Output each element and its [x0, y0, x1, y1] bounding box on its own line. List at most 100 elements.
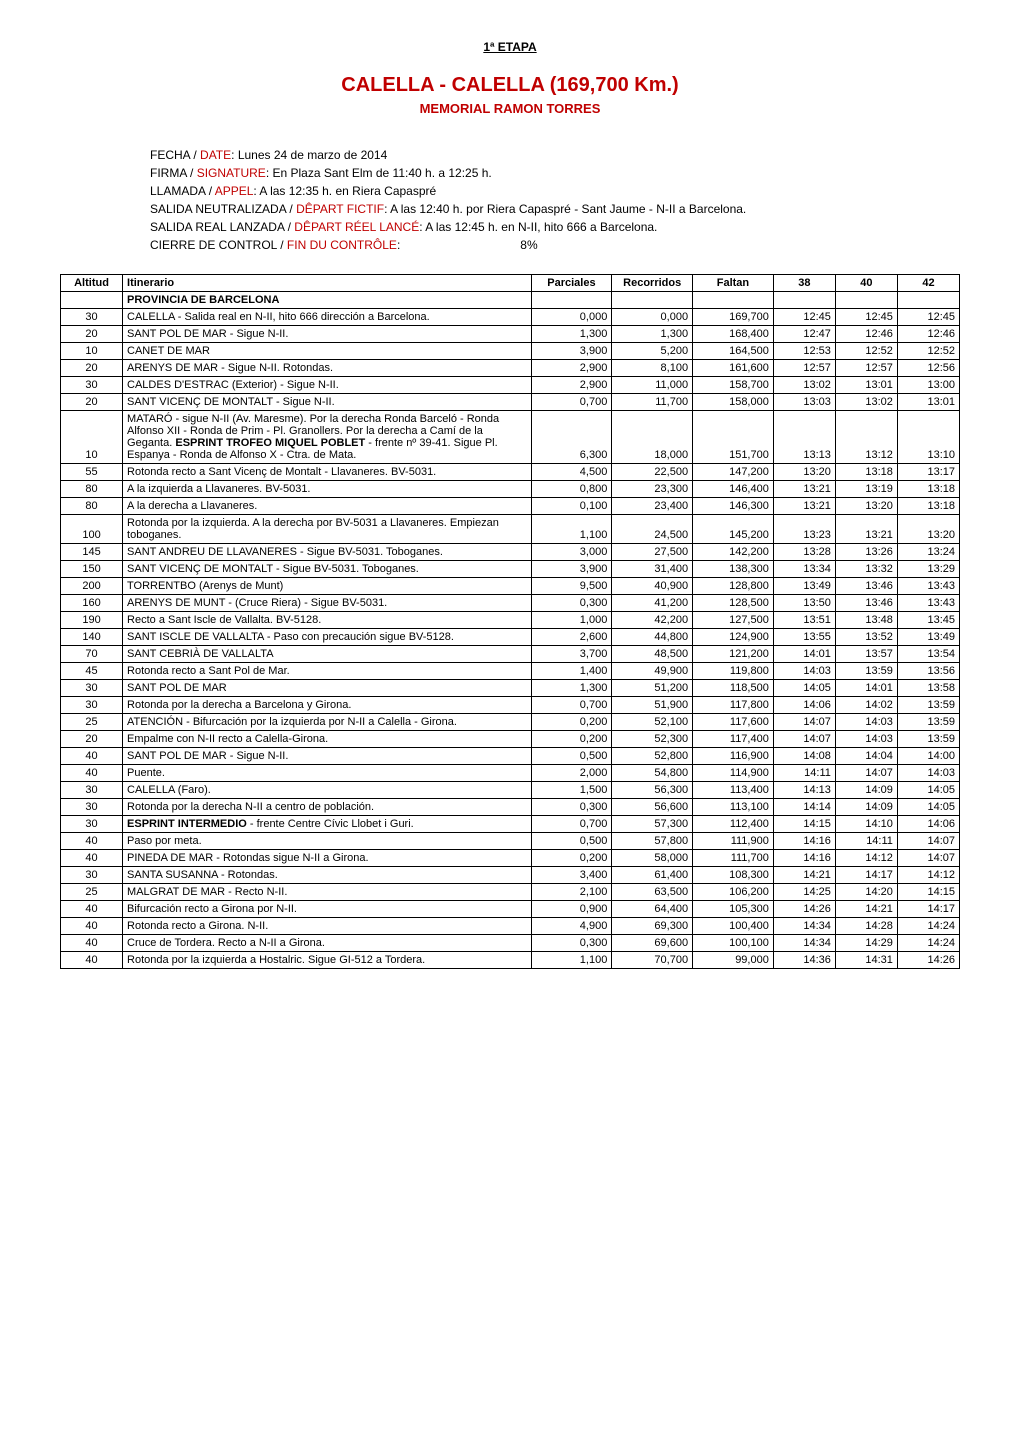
cell-value: 14:07 — [773, 714, 835, 731]
cell-altitud: 40 — [61, 833, 123, 850]
cell-itinerario: Rotonda recto a Sant Vicenç de Montalt -… — [123, 464, 532, 481]
cell-value: 14:09 — [835, 782, 897, 799]
column-header: 42 — [897, 275, 959, 292]
cell-value: 0,200 — [531, 850, 612, 867]
table-row: 40Rotonda por la izquierda a Hostalric. … — [61, 952, 960, 969]
cell-value: 14:11 — [835, 833, 897, 850]
cell-value: 13:50 — [773, 595, 835, 612]
cell-value: 13:59 — [897, 714, 959, 731]
cell-altitud: 140 — [61, 629, 123, 646]
cell-value: 14:20 — [835, 884, 897, 901]
cell-value: 11,700 — [612, 394, 693, 411]
cell-altitud: 40 — [61, 935, 123, 952]
table-header-row: AltitudItinerarioParcialesRecorridosFalt… — [61, 275, 960, 292]
cell-value: 13:29 — [897, 561, 959, 578]
column-header: 38 — [773, 275, 835, 292]
cell-value: 1,100 — [531, 515, 612, 544]
cell-altitud: 80 — [61, 481, 123, 498]
cell-value: 14:16 — [773, 833, 835, 850]
cell-value: 13:02 — [835, 394, 897, 411]
cell-value: 13:51 — [773, 612, 835, 629]
cell-value: 0,200 — [531, 731, 612, 748]
cell-value: 22,500 — [612, 464, 693, 481]
cell-value: 128,500 — [693, 595, 774, 612]
table-row: 100Rotonda por la izquierda. A la derech… — [61, 515, 960, 544]
cell-value: 14:26 — [897, 952, 959, 969]
info-line: CIERRE DE CONTROL / FIN DU CONTRÔLE:8% — [150, 236, 960, 254]
table-row: 45Rotonda recto a Sant Pol de Mar.1,4004… — [61, 663, 960, 680]
cell-value: 0,300 — [531, 595, 612, 612]
cell-itinerario: CALELLA - Salida real en N-II, hito 666 … — [123, 309, 532, 326]
cell-itinerario: Rotonda recto a Girona. N-II. — [123, 918, 532, 935]
cell-value: 161,600 — [693, 360, 774, 377]
cell-value: 13:28 — [773, 544, 835, 561]
cell-value: 13:13 — [773, 411, 835, 464]
cell-value: 1,100 — [531, 952, 612, 969]
table-row: 30ESPRINT INTERMEDIO - frente Centre Cív… — [61, 816, 960, 833]
table-row: 20Empalme con N-II recto a Calella-Giron… — [61, 731, 960, 748]
cell-value: 14:26 — [773, 901, 835, 918]
cell-value: 12:52 — [835, 343, 897, 360]
cell-value: 52,100 — [612, 714, 693, 731]
cell-value: 3,900 — [531, 561, 612, 578]
cell-value: 14:03 — [773, 663, 835, 680]
cell-altitud: 30 — [61, 697, 123, 714]
cell-altitud: 40 — [61, 850, 123, 867]
cell-value: 114,900 — [693, 765, 774, 782]
cell-altitud: 40 — [61, 765, 123, 782]
cell-itinerario: SANT VICENÇ DE MONTALT - Sigue BV-5031. … — [123, 561, 532, 578]
stage-label: 1ª ETAPA — [60, 40, 960, 54]
table-row: 30Rotonda por la derecha a Barcelona y G… — [61, 697, 960, 714]
table-row: 30CALELLA - Salida real en N-II, hito 66… — [61, 309, 960, 326]
cell-value: 41,200 — [612, 595, 693, 612]
cell-value: 13:57 — [835, 646, 897, 663]
cell-value: 64,400 — [612, 901, 693, 918]
cell-itinerario: SANT POL DE MAR — [123, 680, 532, 697]
cell-value: 14:07 — [773, 731, 835, 748]
cell-altitud: 40 — [61, 748, 123, 765]
cell-value: 14:28 — [835, 918, 897, 935]
cell-value: 142,200 — [693, 544, 774, 561]
table-row: 200TORRENTBO (Arenys de Munt)9,50040,900… — [61, 578, 960, 595]
cell-value: 51,200 — [612, 680, 693, 697]
cell-itinerario: Rotonda recto a Sant Pol de Mar. — [123, 663, 532, 680]
cell-value: 0,000 — [612, 309, 693, 326]
cell-itinerario: PINEDA DE MAR - Rotondas sigue N-II a Gi… — [123, 850, 532, 867]
cell-value: 31,400 — [612, 561, 693, 578]
cell-value: 14:05 — [773, 680, 835, 697]
cell-value: 0,900 — [531, 901, 612, 918]
cell-value: 12:57 — [773, 360, 835, 377]
itinerary-table: AltitudItinerarioParcialesRecorridosFalt… — [60, 274, 960, 969]
table-row: 20SANT VICENÇ DE MONTALT - Sigue N-II.0,… — [61, 394, 960, 411]
cell-value: 14:00 — [897, 748, 959, 765]
table-row: 10MATARÓ - sigue N-II (Av. Maresme). Por… — [61, 411, 960, 464]
cell-value: 14:10 — [835, 816, 897, 833]
cell-value: 113,100 — [693, 799, 774, 816]
cell-value: 0,500 — [531, 833, 612, 850]
cell-value: 13:26 — [835, 544, 897, 561]
cell-altitud: 45 — [61, 663, 123, 680]
cell-value: 127,500 — [693, 612, 774, 629]
cell-value: 13:24 — [897, 544, 959, 561]
cell-value: 14:15 — [773, 816, 835, 833]
cell-value: 52,800 — [612, 748, 693, 765]
cell-value: 13:10 — [897, 411, 959, 464]
cell-value: 13:12 — [835, 411, 897, 464]
cell-altitud: 10 — [61, 343, 123, 360]
cell-value: 13:21 — [835, 515, 897, 544]
cell-value: 2,000 — [531, 765, 612, 782]
cell-value: 13:18 — [835, 464, 897, 481]
cell-value: 14:08 — [773, 748, 835, 765]
cell-value: 11,000 — [612, 377, 693, 394]
cell-value: 70,700 — [612, 952, 693, 969]
column-header: Altitud — [61, 275, 123, 292]
cell-value: 13:03 — [773, 394, 835, 411]
info-line: SALIDA REAL LANZADA / DÊPART RÉEL LANCÉ:… — [150, 218, 960, 236]
column-header: 40 — [835, 275, 897, 292]
cell-itinerario: Bifurcación recto a Girona por N-II. — [123, 901, 532, 918]
cell-value: 2,900 — [531, 360, 612, 377]
cell-itinerario: Rotonda por la derecha N-II a centro de … — [123, 799, 532, 816]
cell-itinerario: Empalme con N-II recto a Calella-Girona. — [123, 731, 532, 748]
cell-value: 14:34 — [773, 935, 835, 952]
cell-value: 13:20 — [897, 515, 959, 544]
